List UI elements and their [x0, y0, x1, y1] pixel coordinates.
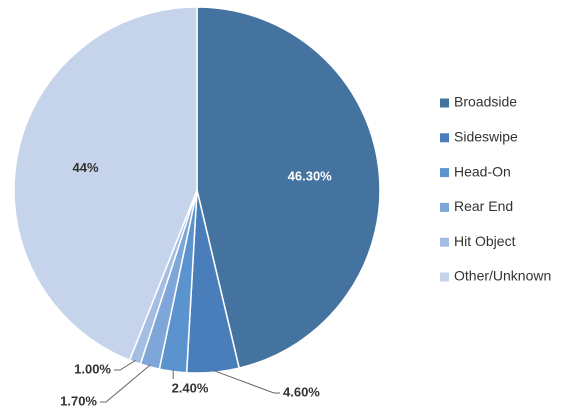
pie-slice — [196, 6, 381, 369]
legend-label: Broadside — [454, 94, 517, 110]
legend-swatch — [440, 202, 449, 212]
leader-line — [212, 369, 280, 394]
legend-label: Head-On — [454, 163, 511, 179]
legend-label: Hit Object — [454, 233, 516, 249]
data-label: 46.30% — [288, 168, 333, 183]
leader-line — [100, 364, 151, 403]
legend-swatch — [440, 133, 449, 143]
pie-slice — [13, 6, 198, 362]
data-label: 44% — [73, 160, 99, 175]
data-label: 4.60% — [283, 384, 320, 399]
data-label: 1.70% — [60, 393, 97, 408]
legend-swatch — [440, 168, 449, 178]
legend-swatch — [440, 237, 449, 247]
legend-label: Other/Unknown — [454, 268, 551, 284]
data-label: 2.40% — [172, 380, 209, 395]
leader-line — [114, 359, 136, 371]
legend-label: Rear End — [454, 198, 513, 214]
legend-label: Sideswipe — [454, 129, 518, 145]
data-label: 1.00% — [74, 361, 111, 376]
legend-swatch — [440, 98, 449, 108]
legend-swatch — [440, 272, 449, 282]
